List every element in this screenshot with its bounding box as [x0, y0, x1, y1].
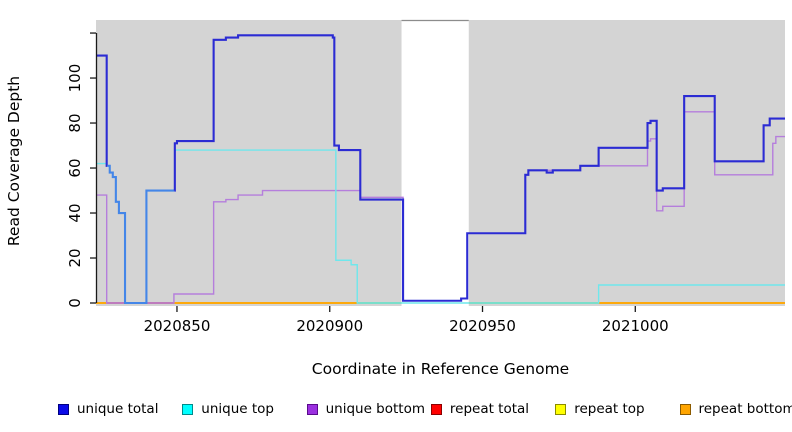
- x-axis-label: Coordinate in Reference Genome: [311, 360, 570, 378]
- repeat-bottom-swatch-icon: [679, 403, 691, 415]
- y-tick-label-40: 40: [66, 203, 84, 222]
- repeat-total-swatch-icon: [430, 403, 442, 415]
- legend-label: repeat top: [574, 401, 645, 417]
- legend-item-repeat-top: repeat top: [555, 401, 645, 417]
- unique-bottom-swatch-icon: [306, 403, 318, 415]
- x-tick-label-2020850: 2020850: [144, 317, 211, 335]
- y-tick-label-60: 60: [66, 158, 84, 177]
- legend-label: unique top: [201, 401, 275, 417]
- y-tick-label-0: 0: [66, 298, 84, 308]
- y-axis-label: Read Coverage Depth: [5, 75, 23, 247]
- x-tick-label-2021000: 2021000: [602, 317, 669, 335]
- series-unique-total-seg2: [173, 34, 785, 302]
- legend-label: repeat total: [449, 401, 530, 417]
- unique-total-swatch-icon: [58, 403, 69, 415]
- chart-canvas: 0 20 40 60 80 100 2020850 2020900 2020950 2021000: [66, 19, 785, 335]
- legend-item-unique-bottom: unique bottom: [306, 401, 426, 417]
- y-tick-label-20: 20: [66, 248, 84, 267]
- legend-item-unique-top: unique top: [182, 401, 274, 417]
- repeat-top-swatch-icon: [555, 403, 567, 415]
- series-unique-total-seg1: [107, 164, 175, 305]
- legend-label: unique bottom: [325, 401, 426, 417]
- gap-band: [401, 20, 469, 306]
- x-tick-label-2020900: 2020900: [296, 317, 363, 335]
- legend-item-repeat-bottom: repeat bottom: [679, 401, 792, 417]
- legend: unique total unique top unique bottom repea…: [0, 401, 792, 423]
- series-unique-total-seg0: [96, 54, 108, 167]
- legend-label: unique total: [77, 401, 159, 417]
- legend-item-unique-total: unique total: [58, 401, 158, 417]
- x-tick-label-2020950: 2020950: [449, 317, 516, 335]
- unique-top-swatch-icon: [182, 403, 194, 415]
- legend-item-repeat-total: repeat total: [430, 401, 530, 417]
- y-tick-label-100: 100: [66, 64, 84, 93]
- y-tick-label-80: 80: [66, 113, 84, 132]
- legend-label: repeat bottom: [698, 401, 792, 417]
